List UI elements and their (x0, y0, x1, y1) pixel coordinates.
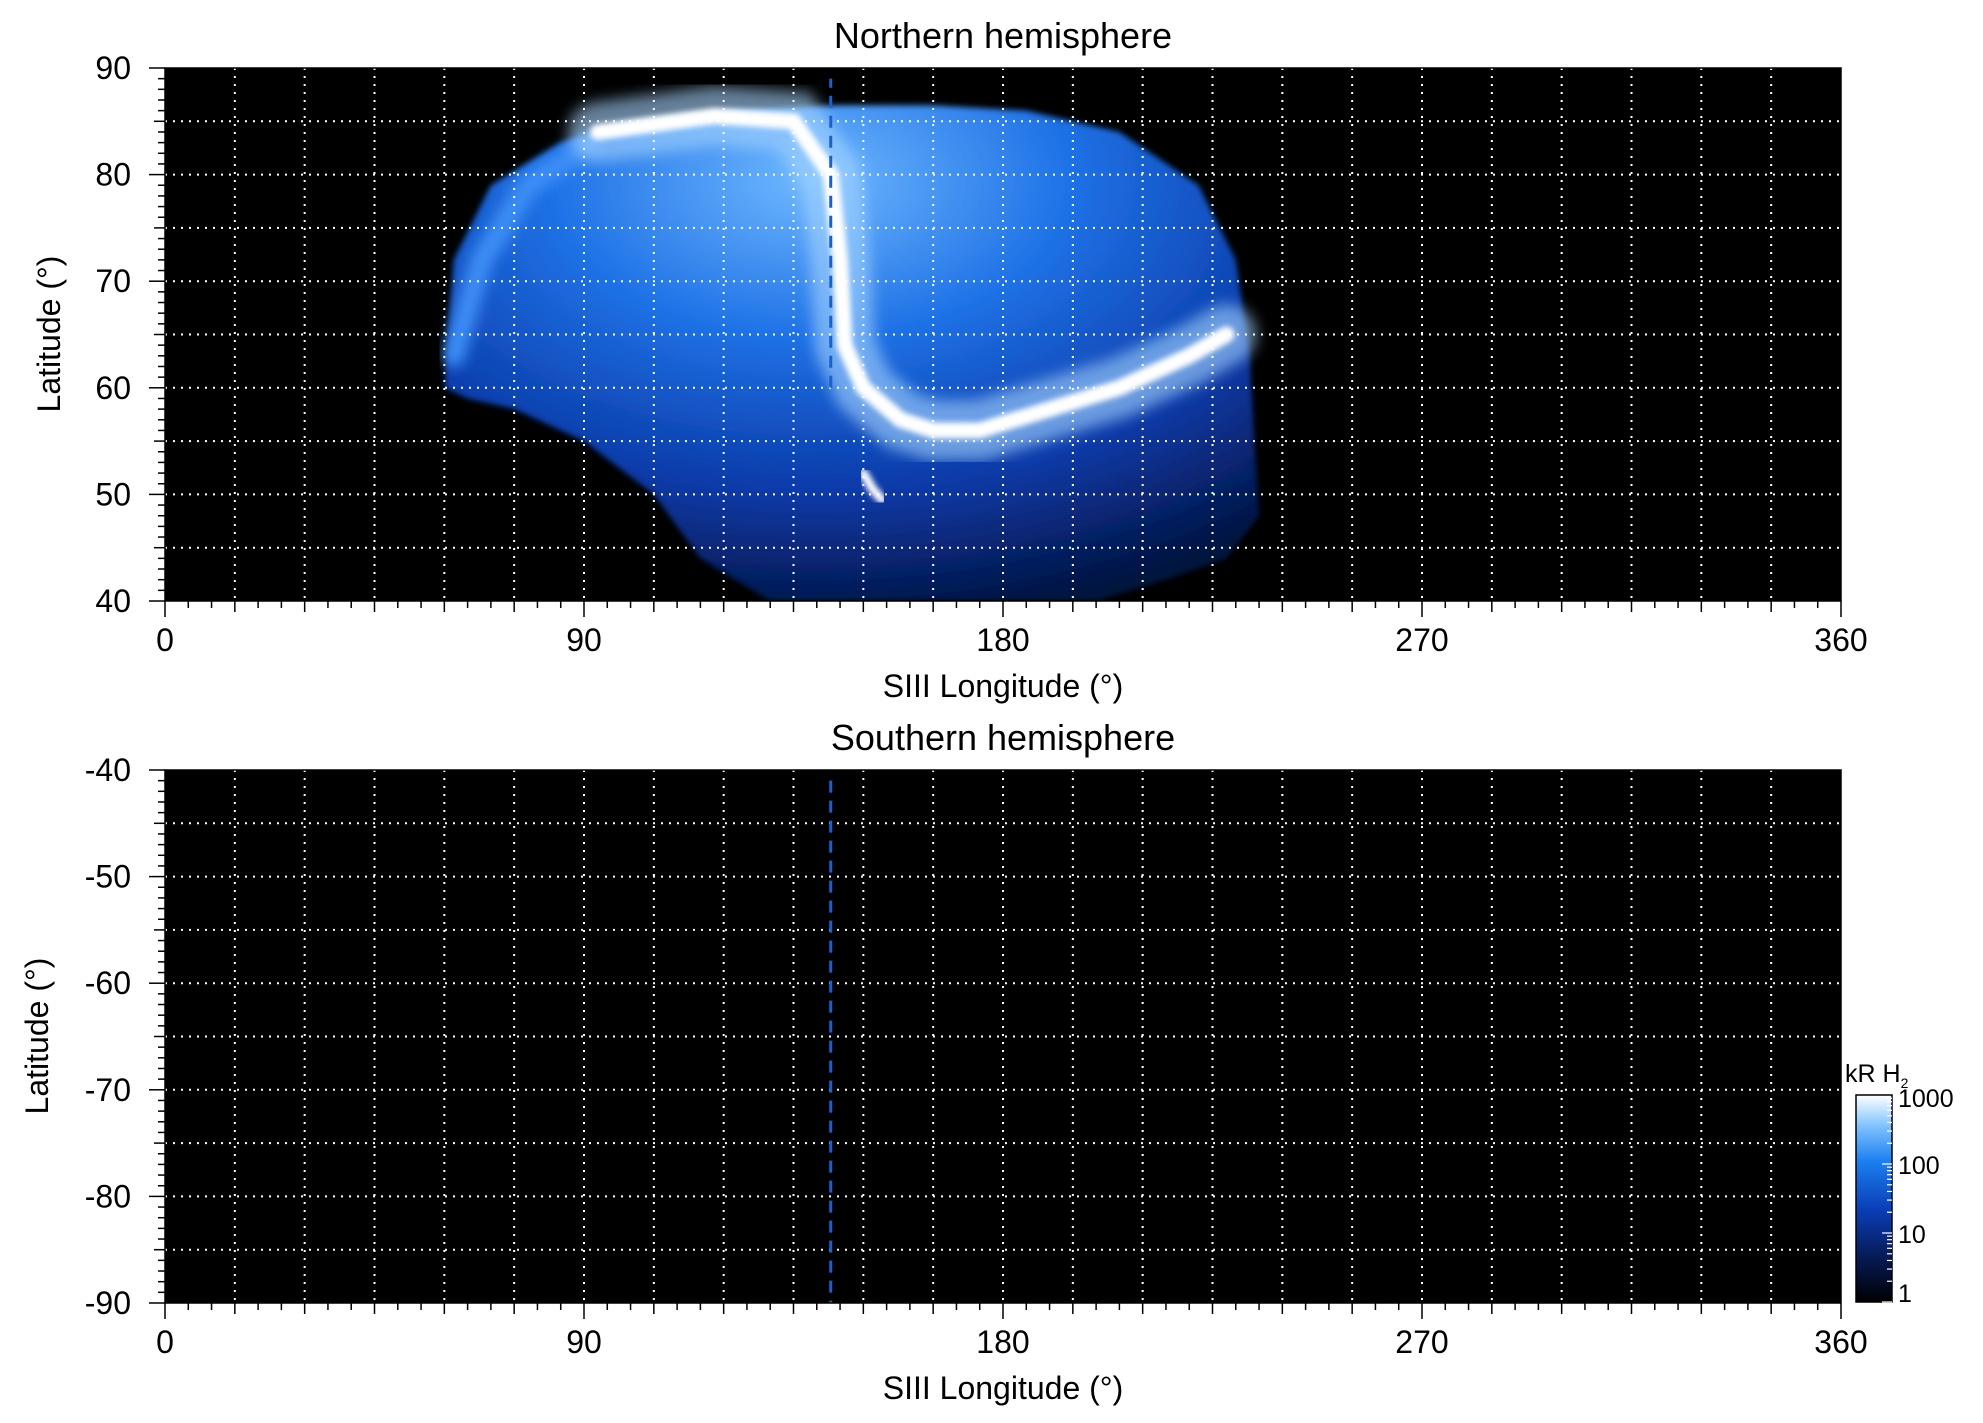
y-tick-labels-south: -40 -50 -60 -70 -80 -90 (85, 752, 131, 1321)
y-tick-label: -80 (85, 1178, 131, 1214)
x-tick-label: 360 (1814, 622, 1867, 658)
y-tick-label: 70 (95, 263, 131, 299)
x-tick-label: 180 (976, 622, 1029, 658)
y-tick-label: -40 (85, 752, 131, 788)
y-tick-label: 50 (95, 476, 131, 512)
x-tick-label: 270 (1395, 1324, 1448, 1360)
x-tick-labels-south: 0 90 180 270 360 (156, 1324, 1868, 1360)
grid-north (165, 68, 1841, 601)
outer-emission-arc (442, 131, 605, 367)
colorbar-tick-label: 10 (1898, 1221, 1926, 1249)
y-axis-label-north: Latitude (°) (31, 256, 67, 413)
y-tick-label: 40 (95, 583, 131, 619)
chart-title-south: Southern hemisphere (831, 717, 1175, 758)
axis-ticks-south (149, 769, 1842, 1319)
colorbar-label: kR H2 (1845, 1060, 1909, 1091)
y-axis-label-south: Latitude (°) (19, 958, 55, 1115)
y-tick-label: -90 (85, 1285, 131, 1321)
y-tick-label: -70 (85, 1072, 131, 1108)
colorbar-label-main: kR H (1845, 1060, 1901, 1088)
x-tick-label: 0 (156, 622, 174, 658)
x-tick-label: 90 (566, 622, 602, 658)
y-tick-label: 80 (95, 157, 131, 193)
y-tick-label: -60 (85, 965, 131, 1001)
colorbar-tick-label: 1000 (1898, 1085, 1954, 1113)
x-tick-label: 180 (976, 1324, 1029, 1360)
x-tick-label: 360 (1814, 1324, 1867, 1360)
x-tick-label: 90 (566, 1324, 602, 1360)
x-tick-label: 0 (156, 1324, 174, 1360)
grid-south (165, 770, 1841, 1303)
x-tick-labels-north: 0 90 180 270 360 (156, 622, 1868, 658)
y-tick-label: 90 (95, 50, 131, 86)
x-tick-label: 270 (1395, 622, 1448, 658)
x-axis-label-south: SIII Longitude (°) (883, 1370, 1123, 1406)
panel-northern-hemisphere: 0 90 180 270 360 40 50 60 70 80 90 Northern hemis… (31, 15, 1868, 704)
colorbar-tick-label: 100 (1898, 1152, 1940, 1180)
colorbar-ticks: 1 10 100 1000 (1882, 1085, 1954, 1308)
secondary-emission-arc (858, 468, 887, 505)
x-axis-label-north: SIII Longitude (°) (883, 668, 1123, 704)
axis-ticks-north (149, 67, 1842, 617)
main-auroral-oval (590, 107, 1235, 439)
colorbar-tick-label: 1 (1898, 1280, 1912, 1308)
y-tick-label: 60 (95, 370, 131, 406)
panel-southern-hemisphere: 0 90 180 270 360 -40 -50 -60 -70 -80 -90 Southern… (19, 717, 1868, 1406)
colorbar-gradient (1855, 1094, 1893, 1303)
y-tick-labels-north: 40 50 60 70 80 90 (95, 50, 131, 619)
emission-layer-north (442, 85, 1260, 601)
y-tick-label: -50 (85, 859, 131, 895)
chart-title-north: Northern hemisphere (834, 15, 1172, 56)
colorbar-label-subscript: 2 (1901, 1075, 1909, 1091)
colorbar: 1 10 100 1000 kR H2 (1845, 1060, 1954, 1308)
